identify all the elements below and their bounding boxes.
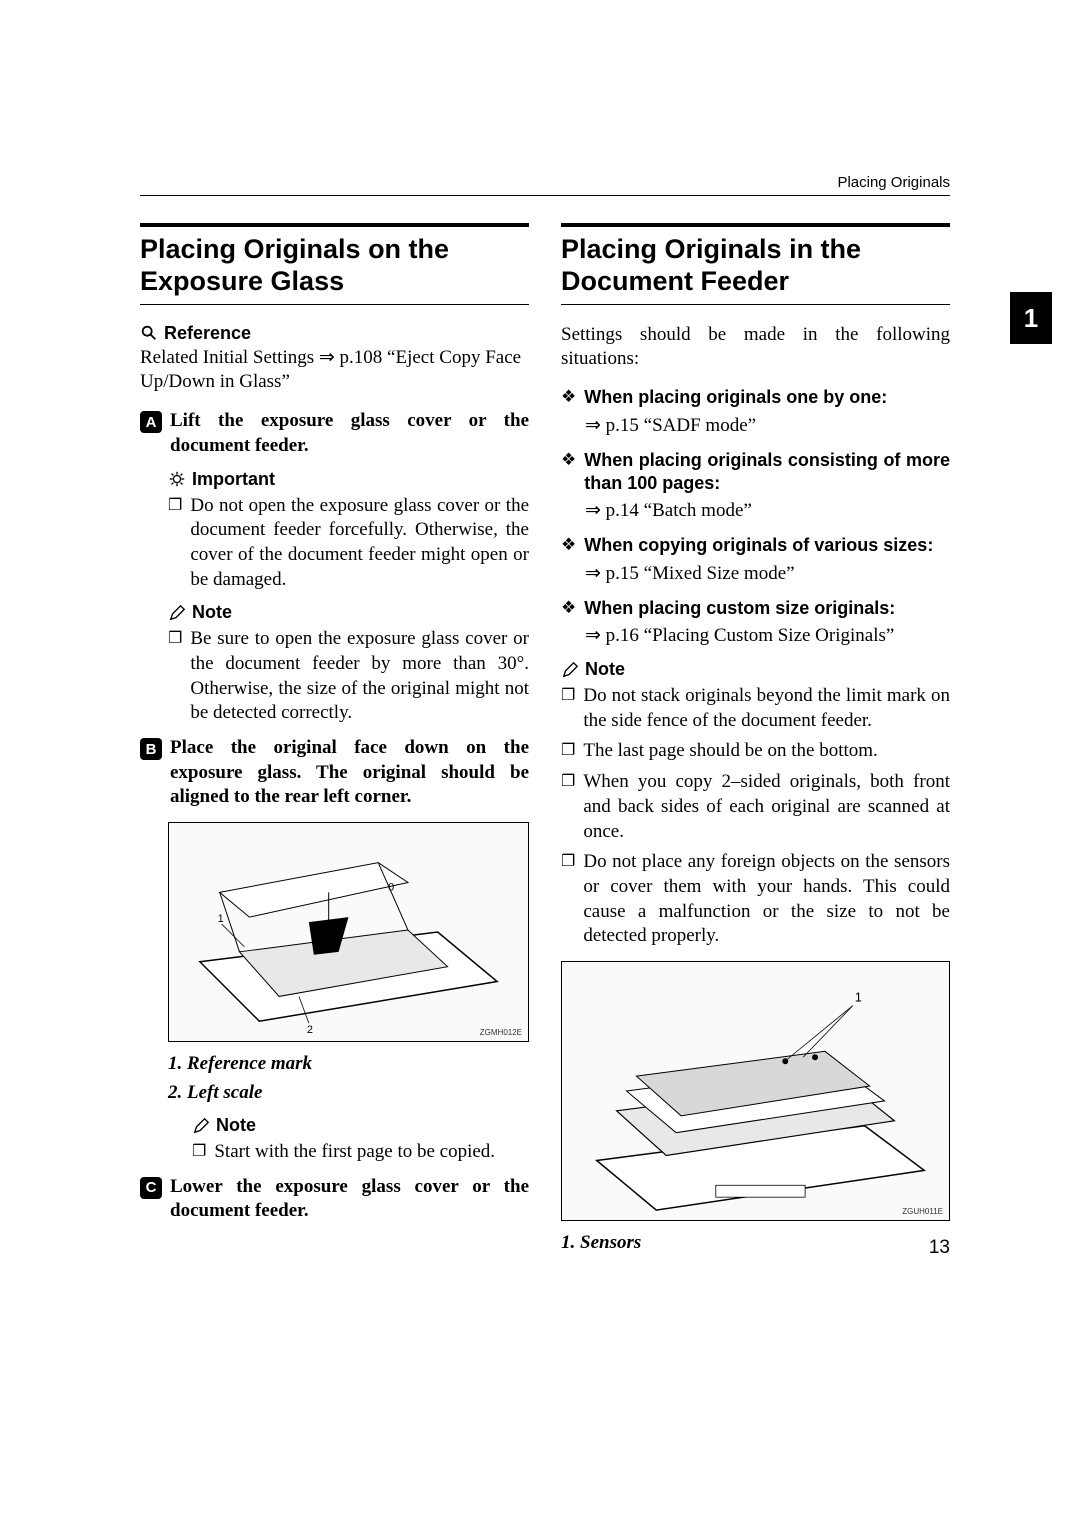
step-1-text: Lift the exposure glass cover or the doc… [170,409,529,458]
left-column: Placing Originals on the Exposure Glass … [140,223,529,1257]
step-3-text: Lower the exposure glass cover or the do… [170,1175,529,1224]
figure-1-captions: 1. Reference mark 2. Left scale [168,1050,529,1107]
bullet-square-icon: ❐ [561,684,575,733]
figure-2-captions: 1. Sensors [561,1229,950,1258]
situation-4-body: ⇒ p.16 “Placing Custom Size Originals” [585,624,950,647]
diamond-icon: ❖ [561,449,576,496]
svg-text:1: 1 [218,913,224,925]
running-header: Placing Originals [837,174,950,191]
diamond-icon: ❖ [561,597,576,620]
bullet-square-icon: ❐ [168,627,182,726]
bullet-square-icon: ❐ [561,739,575,764]
important-label: Important [192,469,275,490]
figure-exposure-glass: 1 2 0 ZGMH012E [168,822,529,1042]
section-rule [561,223,950,227]
situation-custom-size: ❖ When placing custom size originals: [561,597,950,620]
svg-text:2: 2 [307,1024,313,1036]
step-1-badge: A [140,411,162,433]
situation-various-sizes: ❖ When copying originals of various size… [561,534,950,557]
intro-text: Settings should be made in the following… [561,323,950,372]
note-right-b1-text: Do not stack originals beyond the limit … [583,684,950,733]
note-right-b2-text: The last page should be on the bottom. [583,739,877,764]
diamond-icon: ❖ [561,534,576,557]
situation-4-head: When placing custom size originals: [584,597,895,620]
bullet-square-icon: ❐ [561,770,575,844]
step-2-text: Place the original face down on the expo… [170,736,529,810]
bullet-square-icon: ❐ [561,850,575,949]
important-bullet-text: Do not open the exposure glass cover or … [190,494,529,593]
reference-heading: Reference [140,323,529,344]
caption-left-scale: 2. Left scale [168,1079,529,1108]
situation-2-head: When placing originals consisting of mor… [584,449,950,496]
important-heading: Important [168,469,529,490]
bullet-square-icon: ❐ [192,1140,206,1165]
step-2-badge: B [140,738,162,760]
situation-1-body: ⇒ p.15 “SADF mode” [585,414,950,437]
note-icon [192,1117,210,1135]
chapter-tab: 1 [1010,292,1052,344]
right-column: Placing Originals in the Document Feeder… [561,223,950,1257]
section-title-document-feeder: Placing Originals in the Document Feeder [561,233,950,305]
section-title-exposure-glass: Placing Originals on the Exposure Glass [140,233,529,305]
reference-body: Related Initial Settings ⇒ p.108 “Eject … [140,346,529,395]
note-right-heading: Note [561,659,950,680]
note-icon [168,604,186,622]
step-3-badge: C [140,1177,162,1199]
svg-text:1: 1 [855,990,862,1005]
note-right-label: Note [585,659,625,680]
figure-code-2: ZGUH011E [902,1207,943,1216]
note-1-bullet: ❐ Be sure to open the exposure glass cov… [168,627,529,726]
caption-sensors: 1. Sensors [561,1229,950,1258]
situation-1-head: When placing originals one by one: [584,386,887,409]
note-right-b4-text: Do not place any foreign objects on the … [583,850,950,949]
section-rule [140,223,529,227]
reference-label: Reference [164,323,251,344]
step-2: B Place the original face down on the ex… [140,736,529,810]
note-2-bullet-text: Start with the first page to be copied. [214,1140,495,1165]
figure-code-1: ZGMH012E [480,1028,522,1037]
note-1-heading: Note [168,602,529,623]
note-right-b3-text: When you copy 2–sided originals, both fr… [583,770,950,844]
important-bullet: ❐ Do not open the exposure glass cover o… [168,494,529,593]
note-2-heading: Note [192,1115,529,1136]
note-1-label: Note [192,602,232,623]
situation-one-by-one: ❖ When placing originals one by one: [561,386,950,409]
note-right-b3: ❐ When you copy 2–sided originals, both … [561,770,950,844]
note-right-b2: ❐ The last page should be on the bottom. [561,739,950,764]
situation-3-body: ⇒ p.15 “Mixed Size mode” [585,562,950,585]
caption-reference-mark: 1. Reference mark [168,1050,529,1079]
note-right-b4: ❐ Do not place any foreign objects on th… [561,850,950,949]
note-right-b1: ❐ Do not stack originals beyond the limi… [561,684,950,733]
page-number: 13 [929,1237,950,1259]
diamond-icon: ❖ [561,386,576,409]
step-1: A Lift the exposure glass cover or the d… [140,409,529,458]
step-3: C Lower the exposure glass cover or the … [140,1175,529,1224]
situation-2-body: ⇒ p.14 “Batch mode” [585,499,950,522]
header-rule [140,195,950,196]
situation-100-pages: ❖ When placing originals consisting of m… [561,449,950,496]
note-1-bullet-text: Be sure to open the exposure glass cover… [190,627,529,726]
reference-icon [140,324,158,342]
important-icon [168,470,186,488]
figure-document-feeder: 1 ZGUH011E [561,961,950,1221]
situation-3-head: When copying originals of various sizes: [584,534,933,557]
svg-text:0: 0 [388,881,394,893]
note-2-label: Note [216,1115,256,1136]
note-2-bullet: ❐ Start with the first page to be copied… [192,1140,529,1165]
note-icon [561,661,579,679]
bullet-square-icon: ❐ [168,494,182,593]
